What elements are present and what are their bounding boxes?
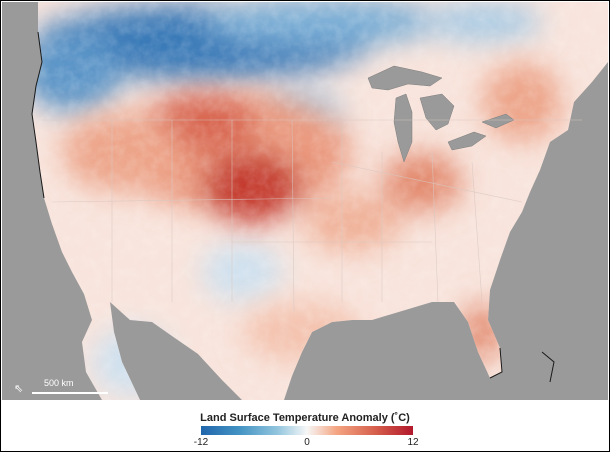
legend-title: Land Surface Temperature Anomaly (˚C) (200, 412, 410, 424)
legend-max-label: 12 (407, 437, 419, 448)
coastline (31, 31, 555, 383)
anomaly-map: ⇖ 500 km (2, 2, 608, 400)
map-canvas (31, 2, 608, 400)
state-borders (42, 119, 582, 313)
legend-mid-label: 0 (304, 437, 310, 448)
great-lakes (367, 65, 515, 163)
scale-bar (32, 392, 108, 394)
legend-color-bar (201, 426, 413, 435)
north-arrow-icon: ⇖ (14, 383, 24, 395)
legend-min-label: -12 (193, 437, 209, 448)
scale-bar-label: 500 km (44, 378, 74, 388)
